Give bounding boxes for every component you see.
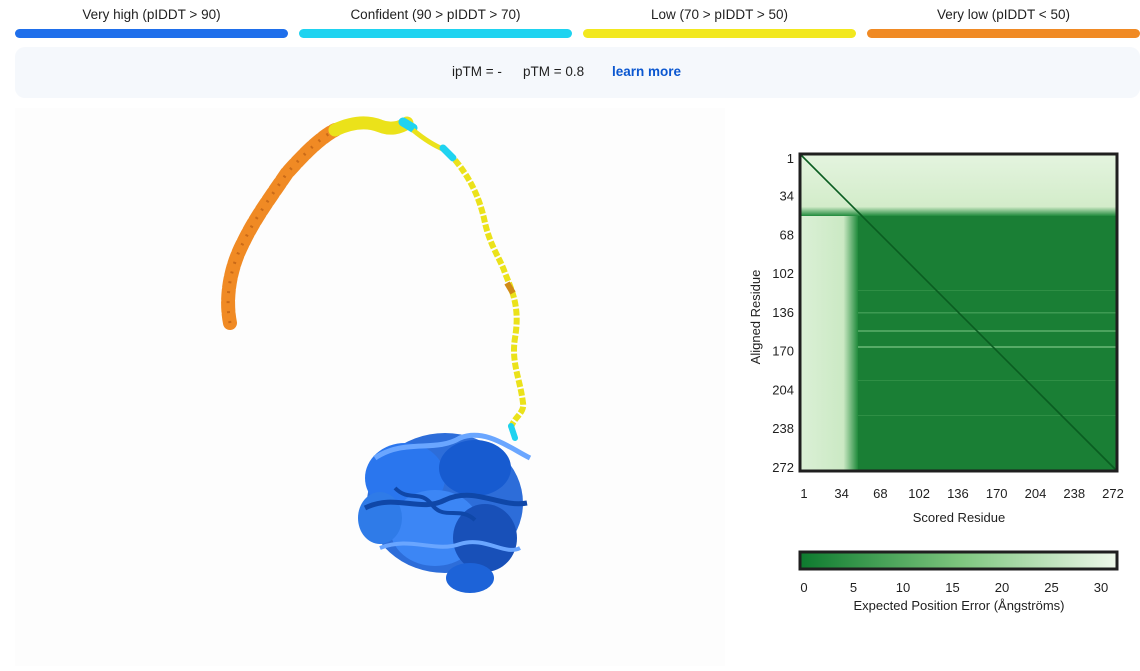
legend-very-high: Very high (pIDDT > 90) xyxy=(15,6,288,38)
structure-viewer[interactable] xyxy=(15,108,725,666)
segment-orange-kink xyxy=(504,281,516,295)
pae-x-tick: 102 xyxy=(908,486,930,501)
metrics-bar: ipTM = - pTM = 0.8 learn more xyxy=(15,47,1140,98)
legend-very-low-label: Very low (pIDDT < 50) xyxy=(937,7,1070,22)
pae-colorbar-tick: 0 xyxy=(800,580,807,595)
pae-x-tick: 170 xyxy=(986,486,1008,501)
legend-confident-bar xyxy=(299,29,572,38)
pae-y-tick: 136 xyxy=(772,305,794,320)
legend-very-high-label: Very high (pIDDT > 90) xyxy=(82,7,221,22)
pae-colorbar-tick: 20 xyxy=(995,580,1009,595)
legend-low-label: Low (70 > pIDDT > 50) xyxy=(650,7,789,22)
legend-low-bar xyxy=(583,29,856,38)
pae-chart: 1 34 68 102 136 170 204 238 272 1 34 68 102 136 170 20… xyxy=(748,151,1124,613)
pae-y-tick: 34 xyxy=(780,189,794,204)
pae-x-tick: 68 xyxy=(873,486,887,501)
pae-y-ticks: 1 34 68 102 136 170 204 238 272 xyxy=(772,151,794,475)
protein-structure-render xyxy=(221,116,532,593)
legend-confident: Confident (90 > pIDDT > 70) xyxy=(299,6,572,38)
pae-y-tick: 102 xyxy=(772,266,794,281)
pae-y-tick: 170 xyxy=(772,344,794,359)
legend-very-low-bar xyxy=(867,29,1140,38)
pae-colorbar-ticks: 0 5 10 15 20 25 30 xyxy=(800,580,1108,595)
plddt-legend: Very high (pIDDT > 90) Confident (90 > p… xyxy=(0,0,1140,44)
segment-confident-c xyxy=(508,423,518,441)
pae-x-tick: 204 xyxy=(1025,486,1047,501)
segment-confident-a xyxy=(398,117,418,133)
domain-very-high xyxy=(358,432,532,593)
pae-x-ticks: 1 34 68 102 136 170 204 238 272 xyxy=(800,486,1123,501)
segment-confident-b xyxy=(439,144,457,162)
pae-x-axis-label: Scored Residue xyxy=(913,510,1006,525)
legend-very-low: Very low (pIDDT < 50) xyxy=(867,6,1140,38)
helix-low-top xyxy=(328,116,414,137)
pae-x-tick: 136 xyxy=(947,486,969,501)
pae-x-tick: 34 xyxy=(834,486,848,501)
pae-colorbar-tick: 30 xyxy=(1094,580,1108,595)
ptm-value: pTM = 0.8 xyxy=(523,64,585,79)
helix-very-low xyxy=(221,123,342,330)
learn-more-link[interactable]: learn more xyxy=(612,64,682,79)
pae-colorbar-tick: 15 xyxy=(945,580,959,595)
loop-low-b xyxy=(452,158,527,429)
pae-diagonal xyxy=(799,153,1118,472)
legend-confident-label: Confident (90 > pIDDT > 70) xyxy=(350,7,521,22)
legend-very-high-bar xyxy=(15,29,288,38)
pae-y-tick: 1 xyxy=(787,151,794,166)
pae-x-tick: 1 xyxy=(800,486,807,501)
pae-colorbar xyxy=(798,550,1119,571)
pae-colorbar-tick: 5 xyxy=(850,580,857,595)
pae-panel: 1 34 68 102 136 170 204 238 272 1 34 68 102 136 170 20… xyxy=(740,140,1140,666)
legend-low: Low (70 > pIDDT > 50) xyxy=(583,6,856,38)
pae-y-tick: 68 xyxy=(780,227,794,242)
pae-y-axis-label: Aligned Residue xyxy=(748,270,763,365)
pae-colorbar-tick: 25 xyxy=(1044,580,1058,595)
pae-row-stripes xyxy=(858,290,1117,416)
pae-x-tick: 238 xyxy=(1063,486,1085,501)
pae-heatmap xyxy=(798,152,1119,473)
pae-colorbar-tick: 10 xyxy=(896,580,910,595)
pae-frame xyxy=(798,152,1119,473)
pae-x-tick: 272 xyxy=(1102,486,1124,501)
iptm-value: ipTM = - xyxy=(452,64,502,79)
pae-y-tick: 204 xyxy=(772,382,794,397)
pae-y-tick: 272 xyxy=(772,460,794,475)
pae-y-tick: 238 xyxy=(772,421,794,436)
pae-colorbar-label: Expected Position Error (Ångströms) xyxy=(854,598,1065,613)
